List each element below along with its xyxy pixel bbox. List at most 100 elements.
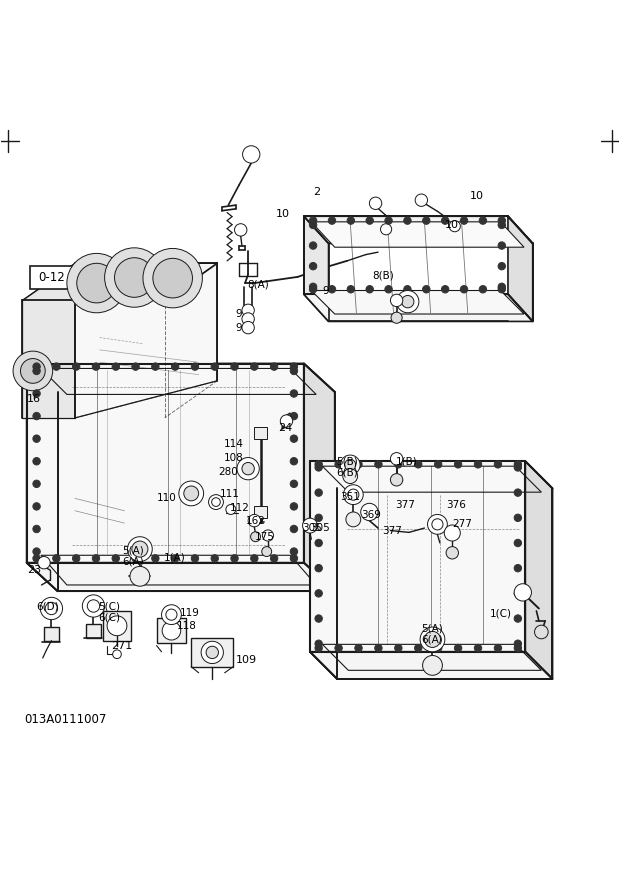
Circle shape xyxy=(262,546,272,556)
Circle shape xyxy=(309,283,317,291)
Circle shape xyxy=(107,615,127,636)
Circle shape xyxy=(172,363,179,370)
Text: 9: 9 xyxy=(322,285,329,295)
Circle shape xyxy=(13,351,53,391)
Text: 16: 16 xyxy=(27,394,41,404)
Circle shape xyxy=(33,363,40,370)
Circle shape xyxy=(33,368,40,375)
Circle shape xyxy=(423,217,430,224)
Circle shape xyxy=(33,390,40,397)
Circle shape xyxy=(53,363,60,370)
Circle shape xyxy=(250,554,258,562)
Circle shape xyxy=(315,489,322,497)
Text: 5(C): 5(C) xyxy=(99,601,120,612)
Circle shape xyxy=(208,495,223,510)
Circle shape xyxy=(290,554,298,562)
Circle shape xyxy=(128,537,153,561)
Circle shape xyxy=(514,565,521,572)
Circle shape xyxy=(53,554,60,562)
Circle shape xyxy=(385,285,392,293)
Text: 1(C): 1(C) xyxy=(489,608,511,618)
Text: 108: 108 xyxy=(223,452,243,463)
Circle shape xyxy=(498,217,505,224)
Polygon shape xyxy=(310,461,337,679)
Circle shape xyxy=(534,625,548,639)
Circle shape xyxy=(290,363,298,370)
Circle shape xyxy=(33,457,40,465)
Circle shape xyxy=(226,505,236,514)
Circle shape xyxy=(370,197,382,210)
Text: 305: 305 xyxy=(310,523,330,533)
Circle shape xyxy=(231,363,238,370)
Circle shape xyxy=(309,221,317,229)
Circle shape xyxy=(460,285,467,293)
Circle shape xyxy=(514,514,521,521)
Text: 8(A): 8(A) xyxy=(247,280,268,290)
Circle shape xyxy=(184,486,198,501)
Circle shape xyxy=(335,644,342,652)
Text: 9: 9 xyxy=(236,309,242,319)
Circle shape xyxy=(315,461,322,468)
Circle shape xyxy=(250,363,258,370)
Polygon shape xyxy=(304,363,335,591)
Polygon shape xyxy=(310,652,552,679)
Text: 277: 277 xyxy=(452,519,472,529)
Polygon shape xyxy=(22,264,217,300)
Circle shape xyxy=(335,461,342,468)
Circle shape xyxy=(262,530,273,541)
Bar xyxy=(86,624,101,637)
Circle shape xyxy=(391,294,403,306)
Circle shape xyxy=(73,554,80,562)
Polygon shape xyxy=(27,563,335,591)
Circle shape xyxy=(242,146,260,163)
Text: 280: 280 xyxy=(218,467,238,477)
Circle shape xyxy=(113,650,122,658)
Circle shape xyxy=(290,435,298,443)
Text: 24: 24 xyxy=(278,423,292,433)
Circle shape xyxy=(423,285,430,293)
Circle shape xyxy=(348,489,359,500)
Circle shape xyxy=(374,461,382,468)
Polygon shape xyxy=(304,217,329,321)
Text: 9: 9 xyxy=(236,323,242,333)
Circle shape xyxy=(415,461,422,468)
Circle shape xyxy=(498,242,505,250)
Circle shape xyxy=(355,461,362,468)
Text: 10: 10 xyxy=(445,220,459,230)
Circle shape xyxy=(143,249,202,308)
Text: 118: 118 xyxy=(177,621,197,631)
Circle shape xyxy=(112,363,120,370)
Circle shape xyxy=(432,519,443,530)
Polygon shape xyxy=(508,217,533,321)
Circle shape xyxy=(420,627,445,652)
Circle shape xyxy=(309,242,317,250)
Circle shape xyxy=(347,285,355,293)
Circle shape xyxy=(92,363,100,370)
Circle shape xyxy=(270,363,278,370)
Circle shape xyxy=(73,363,80,370)
Circle shape xyxy=(179,481,203,505)
Circle shape xyxy=(374,644,382,652)
Circle shape xyxy=(309,217,317,224)
Circle shape xyxy=(328,217,335,224)
Text: 119: 119 xyxy=(180,608,200,618)
Text: 175: 175 xyxy=(254,533,274,542)
Circle shape xyxy=(191,363,198,370)
Circle shape xyxy=(270,554,278,562)
Circle shape xyxy=(152,554,159,562)
Circle shape xyxy=(211,498,220,506)
Circle shape xyxy=(345,459,356,471)
Text: 10: 10 xyxy=(276,209,290,219)
Circle shape xyxy=(231,554,238,562)
Circle shape xyxy=(381,223,392,235)
Circle shape xyxy=(343,485,363,505)
Circle shape xyxy=(290,526,298,533)
Circle shape xyxy=(385,217,392,224)
Circle shape xyxy=(211,554,218,562)
Circle shape xyxy=(514,584,531,601)
Circle shape xyxy=(514,464,521,471)
Circle shape xyxy=(242,321,254,333)
Circle shape xyxy=(152,363,159,370)
Text: 112: 112 xyxy=(229,503,249,513)
Circle shape xyxy=(290,503,298,510)
